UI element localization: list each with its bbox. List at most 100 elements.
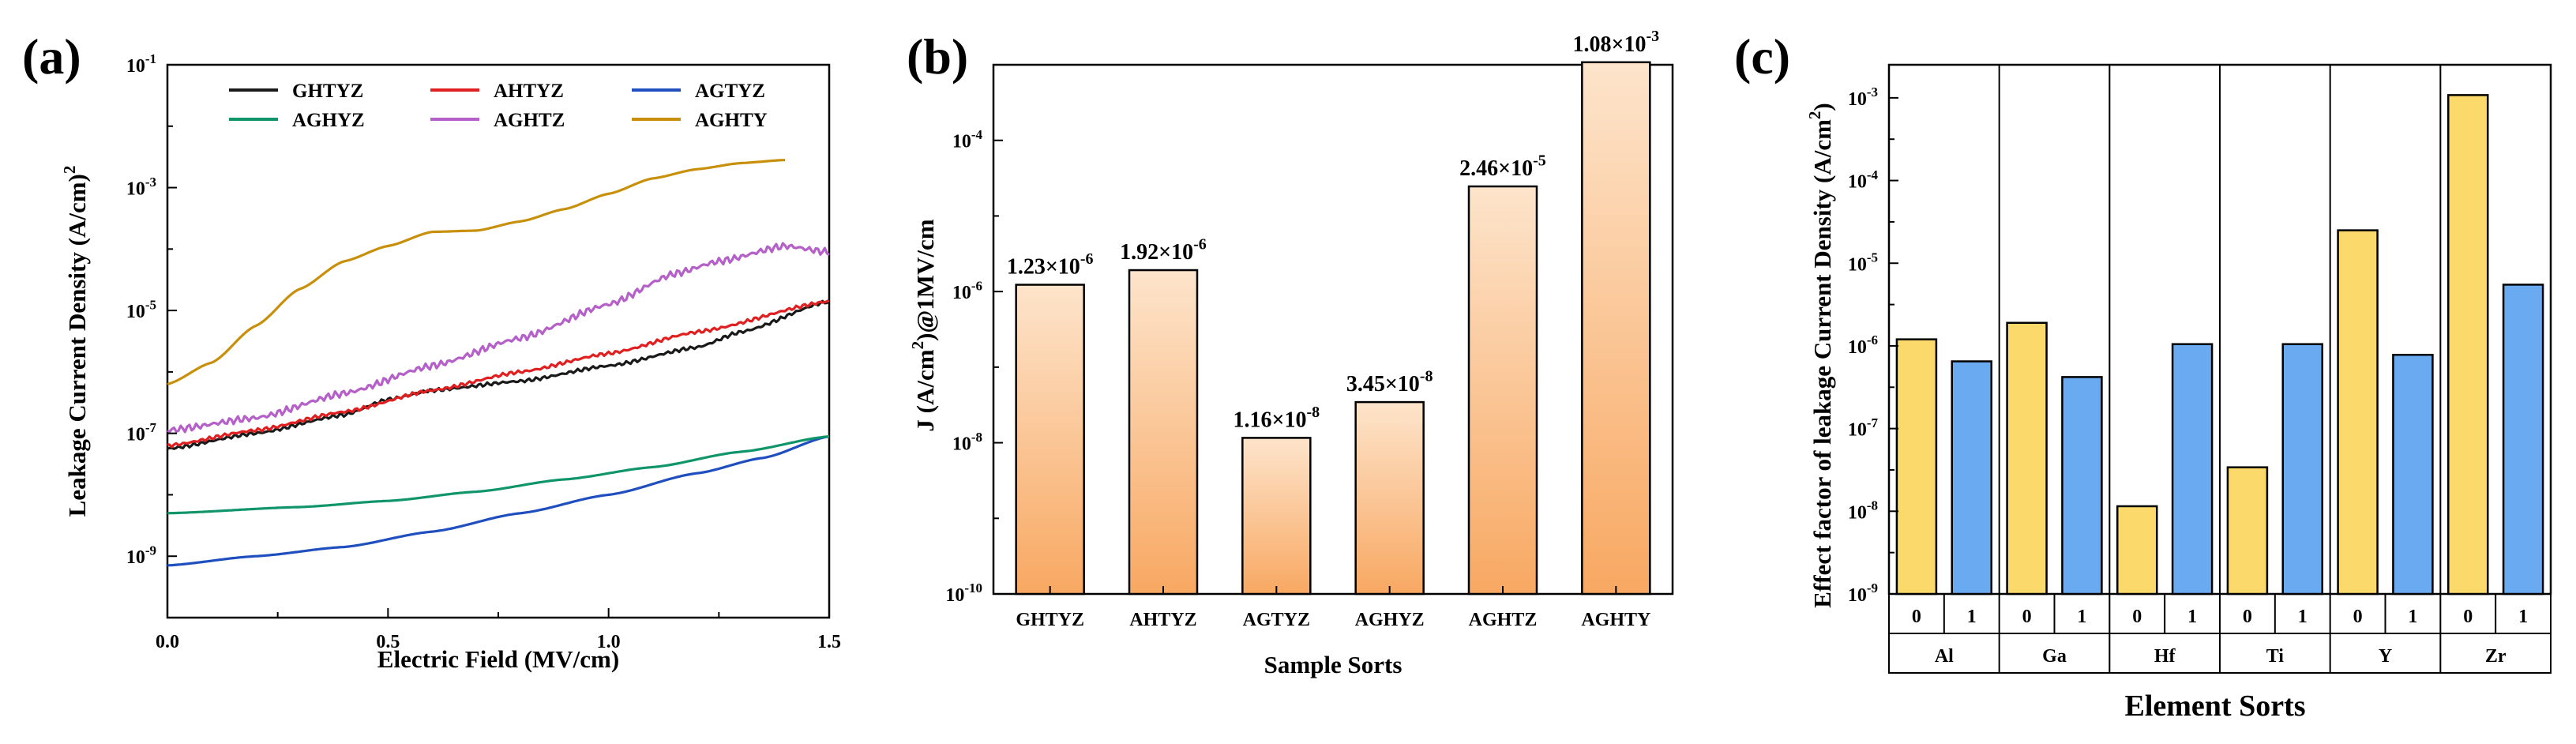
series-line-aghty	[167, 159, 786, 385]
y-tick-label: 10-1	[126, 51, 156, 77]
y-tick-label-base: 10	[126, 179, 145, 200]
panel-c-y-axis-title: Effect factor of leakage Current Density…	[1805, 103, 1836, 608]
bar-al-0	[1895, 338, 1938, 596]
bar-value-label: 1.92×10-6	[1120, 235, 1207, 265]
bar-value-label-exp: -8	[1306, 404, 1320, 421]
y-tick-label-base: 10	[1848, 337, 1867, 358]
panel-a-series-group	[167, 159, 831, 567]
panel-c-x-axis-title: Element Sorts	[2124, 690, 2305, 723]
panel-a-line-chart: 0.0 0.5 1.0 1.510-110-310-510-710-9 GHTYZ AH…	[60, 51, 841, 673]
y-tick-label-exp: -9	[145, 543, 156, 558]
bar-agtyz	[1241, 437, 1312, 596]
panel-label-b: (b)	[907, 28, 968, 85]
x-category-label: AGHTY	[1581, 610, 1650, 630]
bar-value-label-base: 1.16×10	[1234, 408, 1307, 432]
legend-label-aghyz: AGHYZ	[292, 110, 365, 131]
y-tick-label-exp: -7	[1867, 415, 1879, 430]
sub-category-label: 0	[2243, 607, 2252, 627]
x-category-label: AGTYZ	[1243, 610, 1310, 630]
y-tick-label-base: 10	[126, 56, 145, 77]
y-tick-label: 10-4	[1848, 167, 1879, 193]
bar-aghtz	[1467, 185, 1538, 596]
y-tick-label: 10-5	[1848, 250, 1878, 275]
sub-category-label: 0	[2022, 607, 2032, 627]
panel-b-bars-group: 1.23×10-6 1.92×10-61.16×10-83.45×10-82.46…	[1007, 28, 1660, 596]
y-tick-label: 10-4	[952, 127, 983, 152]
y-tick-label-exp: -5	[145, 297, 156, 312]
legend-label-aghty: AGHTY	[695, 110, 768, 131]
panel-b-plot-frame	[992, 63, 1674, 596]
bar-value-label: 1.23×10-6	[1007, 250, 1094, 280]
bar-hf-0	[2116, 505, 2158, 596]
legend-label-aghtz: AGHTZ	[494, 110, 565, 131]
x-tick-label: 1.5	[817, 632, 841, 652]
panel-b-y-axis-title: J (A/cm2)@1MV/cm	[908, 219, 939, 431]
sub-category-label: 1	[2187, 607, 2197, 627]
bar-aghyz	[1354, 400, 1425, 596]
bar-al-1	[1951, 360, 1992, 596]
y-tick-label-exp: -4	[1867, 167, 1879, 182]
bar-y-0	[2337, 229, 2379, 596]
panel-b-bar-chart: 1.23×10-6 1.92×10-61.16×10-83.45×10-82.46…	[908, 28, 1674, 678]
y-tick-label-base: 10	[1848, 89, 1867, 110]
y-tick-label-exp: -5	[1867, 250, 1878, 265]
bar-value-label-base: 2.46×10	[1459, 156, 1533, 181]
y-tick-label-base: 10	[952, 434, 971, 455]
bar-value-label: 2.46×10-5	[1459, 152, 1546, 181]
bar-value-label: 3.45×10-8	[1346, 367, 1433, 396]
y-tick-label: 10-9	[126, 543, 156, 568]
bar-ti-0	[2226, 466, 2269, 596]
legend-label-agtyz: AGTYZ	[695, 81, 765, 102]
panel-c-ticks-group: 10-310-410-510-610-710-810-9	[1848, 85, 1898, 606]
bar-value-label-exp: -8	[1420, 367, 1433, 385]
bar-zr-0	[2447, 94, 2489, 596]
y-tick-label-base: 10	[1848, 420, 1867, 441]
y-tick-label: 10-8	[1848, 498, 1878, 524]
series-line-aghyz	[167, 435, 830, 515]
bar-ghtyz	[1015, 284, 1085, 596]
bar-aghty	[1581, 61, 1651, 596]
sub-category-label: 1	[1967, 607, 1977, 627]
element-label-ga: Ga	[2042, 646, 2067, 667]
y-tick-label-exp: -1	[145, 51, 156, 66]
y-tick-label-base: 10	[945, 585, 964, 606]
y-tick-label-base: 10	[126, 425, 145, 445]
panel-a-ticks-group: 0.0 0.5 1.0 1.510-110-310-510-710-9	[126, 51, 841, 652]
bar-value-label-exp: -6	[1080, 250, 1094, 268]
y-tick-label-base: 10	[952, 283, 971, 303]
bar-value-label: 1.08×10-3	[1573, 28, 1660, 57]
sub-category-label: 0	[2463, 607, 2473, 627]
legend-label-ahtyz: AHTYZ	[494, 81, 564, 102]
bar-zr-1	[2502, 284, 2544, 596]
x-category-label: AGHTZ	[1469, 610, 1538, 630]
bar-value-label-exp: -3	[1646, 28, 1659, 45]
y-tick-label-base: 10	[1848, 585, 1867, 606]
panel-a-y-axis-title: Leakage Current Density (A/cm)2	[60, 166, 91, 517]
y-tick-label: 10-7	[1848, 415, 1879, 441]
bar-value-label-base: 1.92×10	[1120, 240, 1193, 265]
bar-value-label: 1.16×10-8	[1234, 404, 1320, 433]
series-line-ahtyz	[167, 299, 830, 449]
bar-hf-1	[2171, 343, 2214, 596]
sub-category-label: 0	[2132, 607, 2142, 627]
y-tick-label-exp: -7	[145, 420, 157, 435]
y-tick-label-base: 10	[952, 132, 971, 152]
y-tick-label-exp: -9	[1867, 581, 1878, 596]
y-tick-label-base: 10	[1848, 254, 1867, 275]
element-label-ti: Ti	[2266, 646, 2285, 667]
x-tick-label: 0.0	[156, 632, 179, 652]
x-tick-label: 0.5	[376, 632, 400, 652]
panel-label-c: (c)	[1734, 28, 1790, 85]
y-tick-label-base: 10	[1848, 172, 1867, 193]
y-tick-label: 10-3	[126, 175, 156, 200]
y-tick-label-exp: -10	[964, 581, 982, 596]
y-tick-label: 10-7	[126, 420, 157, 445]
y-tick-label: 10-9	[1848, 581, 1878, 606]
x-tick-label: 1.0	[597, 632, 621, 652]
y-tick-label-exp: -8	[1867, 498, 1878, 513]
bar-value-label-base: 1.23×10	[1007, 255, 1080, 280]
series-line-aghtz	[167, 242, 830, 434]
series-line-agtyz	[167, 435, 830, 567]
